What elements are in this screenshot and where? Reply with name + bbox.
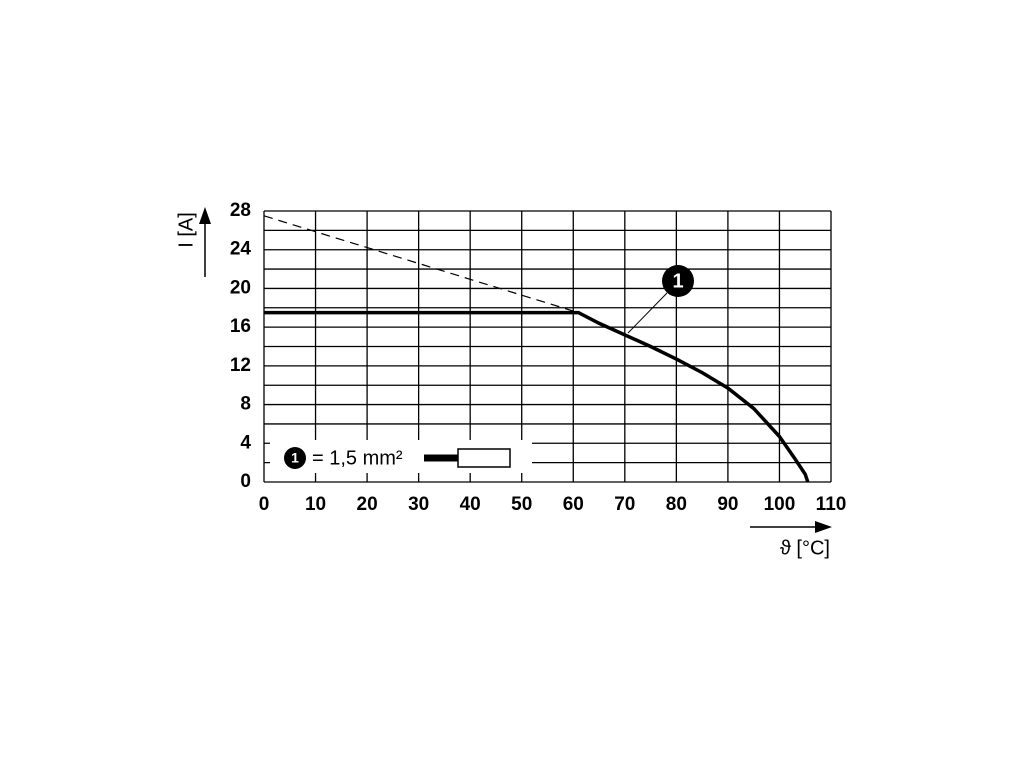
- y-tick-label: 4: [240, 432, 251, 453]
- y-tick-label: 8: [240, 394, 251, 415]
- y-tick-label: 24: [230, 239, 252, 260]
- series-line: [263, 215, 579, 314]
- y-tick-label: 12: [230, 355, 251, 376]
- x-tick-label: 0: [259, 494, 270, 515]
- x-tick-label: 100: [764, 494, 796, 515]
- legend-text: = 1,5 mm²: [312, 447, 403, 469]
- callout-label: 1: [672, 270, 683, 292]
- x-tick-label: 50: [511, 494, 532, 515]
- legend-marker-circle: [284, 447, 306, 469]
- x-tick-label: 20: [357, 494, 378, 515]
- callout-leader: [627, 292, 668, 334]
- x-axis-label: ϑ [°C]: [780, 537, 830, 559]
- legend: 1 = 1,5 mm²: [270, 440, 532, 473]
- callout-circle: [662, 265, 694, 297]
- legend-marker: 1: [291, 450, 299, 466]
- x-tick-label: 30: [408, 494, 429, 515]
- y-axis-label: I [A]: [175, 212, 197, 248]
- x-tick-label: 90: [717, 494, 738, 515]
- x-tick-label: 70: [614, 494, 635, 515]
- x-tick-label: 80: [666, 494, 687, 515]
- x-arrow-head: [815, 521, 832, 533]
- y-arrow-head: [199, 207, 211, 224]
- y-tick-label: 0: [240, 471, 251, 492]
- y-tick-label: 16: [230, 316, 251, 337]
- x-tick-label: 60: [563, 494, 584, 515]
- plot: [263, 215, 810, 483]
- grid: [263, 210, 832, 483]
- y-tick-label: 28: [230, 200, 251, 221]
- x-tick-label: 40: [460, 494, 481, 515]
- ferrule-icon: [457, 448, 511, 468]
- series-line: [264, 310, 810, 483]
- x-tick-label: 110: [816, 494, 847, 515]
- y-tick-label: 20: [230, 277, 251, 298]
- x-tick-label: 10: [305, 494, 326, 515]
